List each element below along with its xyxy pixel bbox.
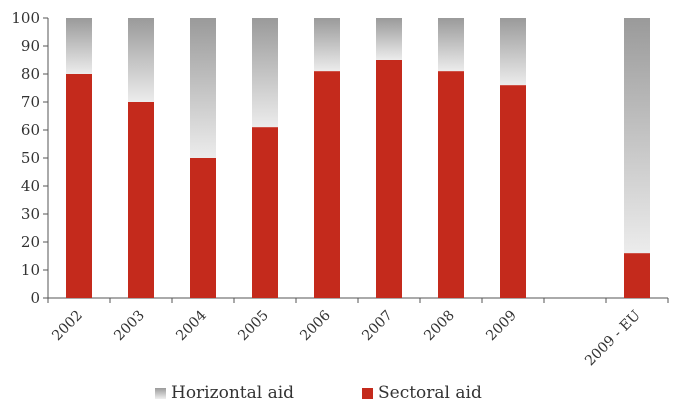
x-tick-label: 2003 — [111, 308, 148, 345]
y-tick-label: 10 — [21, 261, 40, 279]
bar-horizontal-aid — [314, 18, 340, 72]
x-tick-label: 2009 — [483, 308, 520, 345]
x-tick-label: 2006 — [297, 307, 334, 344]
bar-horizontal-aid — [128, 18, 154, 102]
bar-sectoral-aid — [314, 71, 340, 298]
x-tick-label: 2002 — [49, 308, 86, 345]
y-tick-label: 20 — [21, 233, 40, 251]
y-tick-label: 80 — [21, 65, 40, 83]
y-tick-label: 100 — [11, 9, 40, 27]
y-tick-label: 0 — [30, 289, 40, 307]
bar-sectoral-aid — [190, 158, 216, 298]
y-ticks: 0 10 20 30 40 50 60 70 80 90 100 — [11, 9, 48, 307]
bar-sectoral-aid — [128, 102, 154, 298]
legend: Horizontal aid Sectoral aid — [155, 383, 482, 403]
bar-horizontal-aid — [438, 18, 464, 72]
legend-swatch-horizontal-aid — [155, 388, 166, 399]
bar-horizontal-aid — [190, 18, 216, 158]
x-axis — [47, 297, 669, 303]
legend-label-horizontal-aid: Horizontal aid — [171, 383, 294, 403]
y-axis: 0 10 20 30 40 50 60 70 80 90 100 — [11, 9, 49, 307]
x-labels: 2002 2003 2004 2005 2006 2007 2008 2009 2009 - E… — [49, 307, 644, 369]
x-ticks — [47, 298, 669, 303]
bar-sectoral-aid — [66, 74, 92, 298]
x-tick-label: 2004 — [173, 307, 210, 344]
bar-sectoral-aid — [376, 60, 402, 298]
bar-horizontal-aid — [252, 18, 278, 128]
bar-sectoral-aid — [624, 253, 650, 298]
bar-horizontal-aid — [376, 18, 402, 60]
bar-horizontal-aid — [66, 18, 92, 74]
bar-horizontal-aid — [624, 18, 650, 254]
x-tick-label: 2008 — [421, 308, 458, 345]
legend-swatch-sectoral-aid — [362, 388, 373, 399]
y-tick-label: 90 — [21, 37, 40, 55]
y-tick-label: 50 — [21, 149, 40, 167]
y-tick-label: 30 — [21, 205, 40, 223]
y-tick-label: 40 — [21, 177, 40, 195]
y-tick-label: 70 — [21, 93, 40, 111]
bar-sectoral-aid — [500, 85, 526, 298]
legend-label-sectoral-aid: Sectoral aid — [378, 383, 482, 403]
x-tick-label: 2007 — [359, 308, 396, 345]
bar-horizontal-aid — [500, 18, 526, 86]
x-tick-label: 2005 — [235, 308, 272, 345]
bar-sectoral-aid — [252, 127, 278, 298]
y-tick-label: 60 — [21, 121, 40, 139]
bar-sectoral-aid — [438, 71, 464, 298]
bars — [66, 18, 650, 298]
x-tick-label: 2009 - EU — [582, 307, 644, 369]
